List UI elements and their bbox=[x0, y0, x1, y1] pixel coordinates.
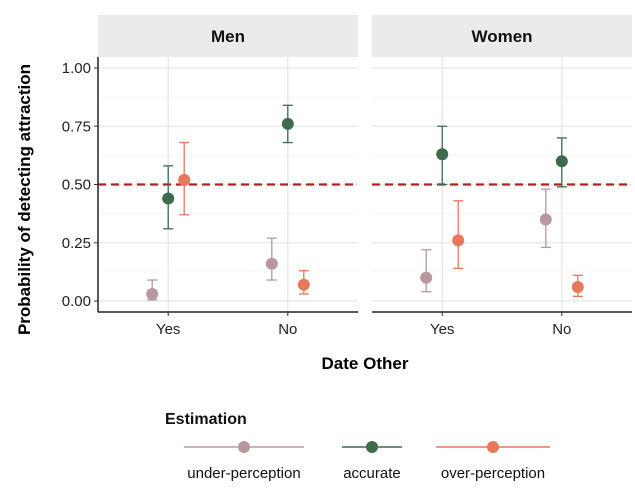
facet-strip bbox=[372, 15, 632, 57]
x-tick-label: No bbox=[278, 321, 297, 338]
legend-key-accurate: accurate bbox=[342, 441, 402, 482]
series-over-perception bbox=[178, 141, 310, 295]
x-axis-title: Date Other bbox=[322, 354, 409, 373]
facet-panel-men: Men Yes No bbox=[97, 15, 358, 338]
facet-strip-label: Men bbox=[211, 27, 245, 46]
y-axis-title: Probability of detecting attraction bbox=[15, 64, 34, 335]
x-tick-label: Yes bbox=[156, 321, 180, 338]
legend-key-over-perception: over-perception bbox=[436, 441, 550, 482]
series-under-perception bbox=[146, 237, 278, 301]
data-point bbox=[297, 278, 310, 291]
legend-label: under-perception bbox=[187, 465, 300, 482]
y-tick-label: 0.25 bbox=[62, 235, 91, 252]
data-point bbox=[436, 148, 449, 161]
data-point bbox=[281, 117, 294, 130]
series-accurate bbox=[436, 125, 568, 188]
legend-label: accurate bbox=[343, 465, 401, 482]
y-tick-label: 0.00 bbox=[62, 293, 91, 310]
legend-key-under-perception: under-perception bbox=[184, 441, 304, 482]
y-tick-label: 1.00 bbox=[62, 60, 91, 77]
legend-key-point bbox=[487, 441, 499, 453]
facet-strip bbox=[98, 15, 358, 57]
x-tick-label: No bbox=[552, 321, 571, 338]
series-under-perception bbox=[420, 188, 552, 293]
legend-key-point bbox=[238, 441, 250, 453]
legend-key-point bbox=[366, 441, 378, 453]
x-tick-label: Yes bbox=[430, 321, 454, 338]
facet-strip-label: Women bbox=[471, 27, 532, 46]
facet-panel-women: Women Yes No bbox=[372, 15, 632, 338]
data-point bbox=[555, 155, 568, 168]
data-point bbox=[146, 288, 159, 301]
data-point bbox=[178, 173, 191, 186]
y-tick-label: 0.75 bbox=[62, 118, 91, 135]
series-accurate bbox=[162, 104, 294, 230]
data-point bbox=[162, 192, 175, 205]
y-tick-label: 0.50 bbox=[62, 177, 91, 194]
legend-title: Estimation bbox=[165, 411, 247, 428]
legend-label: over-perception bbox=[441, 465, 545, 482]
series-over-perception bbox=[452, 200, 584, 297]
data-point bbox=[571, 281, 584, 294]
panels: Men Yes No Women Yes No bbox=[97, 15, 632, 338]
data-point bbox=[420, 271, 433, 284]
data-point bbox=[452, 234, 465, 247]
data-point bbox=[265, 257, 278, 270]
data-point bbox=[539, 213, 552, 226]
y-axis: 0.00 0.25 0.50 0.75 1.00 bbox=[62, 60, 98, 310]
legend: Estimation under-perception accurate over-… bbox=[165, 411, 550, 482]
